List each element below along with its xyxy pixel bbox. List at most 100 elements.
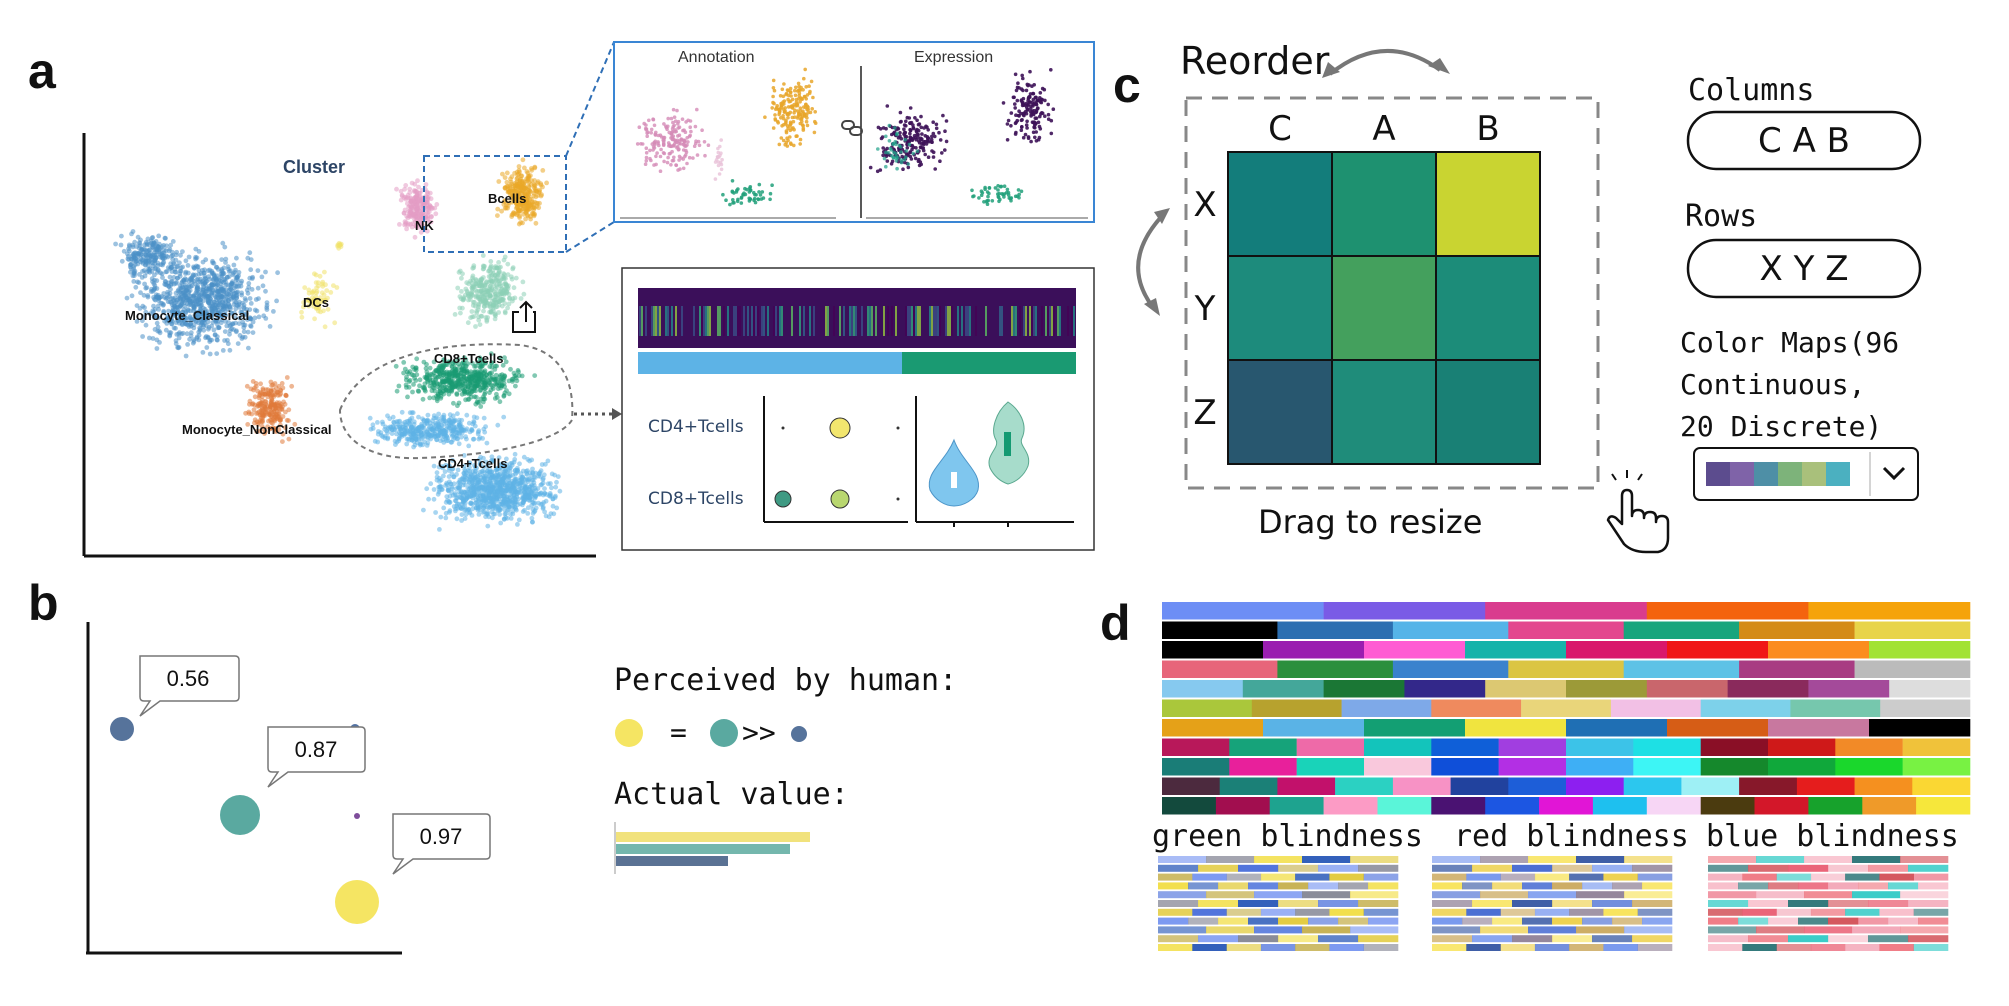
cluster-point (161, 259, 167, 265)
inset-point (1031, 102, 1035, 107)
inset-point (648, 148, 652, 153)
cluster-point (131, 279, 137, 284)
cluster-point (527, 458, 532, 464)
inset-point (788, 135, 792, 139)
cluster-point (251, 407, 257, 413)
inset-point (797, 91, 802, 96)
cluster-point (207, 351, 213, 357)
panel-a-inset: Annotation Expression (613, 41, 1095, 223)
cluster-point (266, 391, 271, 397)
cluster-point (405, 394, 410, 400)
cluster-point (469, 426, 475, 432)
cluster-point (207, 298, 213, 304)
inset-point (893, 126, 897, 130)
cluster-point (223, 313, 229, 318)
cluster-point (479, 277, 485, 282)
inset-point (810, 107, 814, 111)
inset-point (761, 196, 766, 200)
cluster-point (219, 257, 225, 262)
inset-point (784, 92, 788, 97)
inset-point (695, 153, 700, 157)
cluster-label-nk: NK (415, 218, 434, 233)
cluster-point (224, 275, 230, 280)
cluster-point (508, 500, 514, 505)
cluster-point (173, 290, 179, 296)
cluster-point (420, 396, 426, 402)
cluster-point (278, 404, 283, 409)
cluster-point (469, 290, 474, 296)
cluster-point (452, 425, 458, 431)
cluster-point (168, 286, 173, 292)
cluster-point (182, 282, 188, 288)
inset-point (676, 122, 680, 126)
cluster-point (458, 488, 464, 494)
cluster-point (485, 476, 490, 481)
cluster-point (169, 279, 174, 284)
cluster-point (418, 436, 424, 442)
inset-point (971, 194, 975, 199)
inset-point (717, 172, 722, 176)
inset-point (884, 150, 888, 155)
cluster-point (261, 313, 267, 319)
cluster-point (501, 414, 507, 420)
panel-a-title: Cluster (283, 157, 345, 177)
inset-point (805, 123, 810, 128)
cluster-point (236, 270, 242, 275)
cluster-point (493, 304, 498, 310)
cluster-point (455, 436, 460, 442)
cluster-point (478, 493, 483, 499)
cluster-point (532, 373, 538, 378)
cluster-point (466, 443, 472, 449)
cluster-point (511, 285, 517, 291)
cluster-point (233, 284, 239, 289)
inset-point (1026, 83, 1030, 88)
cluster-point (509, 274, 514, 280)
inset-point (675, 146, 679, 150)
inset-point (895, 131, 899, 136)
cluster-point (424, 443, 430, 448)
cluster-point (203, 312, 208, 317)
inset-point (885, 104, 890, 108)
cluster-point (484, 372, 489, 378)
cluster-point (247, 250, 253, 256)
inset-point (878, 168, 883, 172)
inset-point (1043, 114, 1047, 118)
cluster-point (202, 267, 208, 273)
cluster-point (324, 288, 330, 293)
cluster-label-monocyte-classical: Monocyte_Classical (125, 308, 249, 323)
inset-point (898, 145, 903, 149)
cluster-point (397, 222, 402, 227)
cluster-point (542, 486, 547, 491)
cluster-point (492, 396, 498, 401)
inset-point (887, 139, 892, 143)
cluster-point (119, 233, 124, 239)
cluster-point (542, 490, 548, 496)
cluster-point (467, 510, 472, 516)
cluster-point (493, 292, 498, 297)
cluster-point (545, 481, 551, 487)
inset-point (644, 128, 648, 132)
cluster-point (252, 315, 258, 321)
cluster-point (510, 508, 516, 514)
cluster-point (486, 481, 492, 487)
cluster-point (496, 179, 502, 184)
cluster-label-monocyte-nonclassical: Monocyte_NonClassical (182, 422, 332, 437)
inset-point (743, 186, 747, 191)
cluster-point (221, 271, 227, 276)
inset-point (938, 159, 942, 163)
cluster-point (181, 307, 187, 313)
inset-point (1031, 130, 1036, 135)
share-export-icon[interactable] (512, 300, 536, 333)
cluster-point (184, 277, 189, 283)
inset-point (1033, 116, 1038, 120)
inset-point (1005, 187, 1010, 192)
cluster-point (410, 364, 416, 370)
cluster-point (434, 470, 440, 476)
cluster-point (169, 296, 174, 301)
inset-point (781, 138, 786, 143)
cluster-point (406, 384, 412, 390)
inset-point (782, 110, 787, 114)
cluster-point (411, 382, 416, 387)
cluster-point (152, 261, 158, 267)
cluster-point (451, 400, 456, 406)
